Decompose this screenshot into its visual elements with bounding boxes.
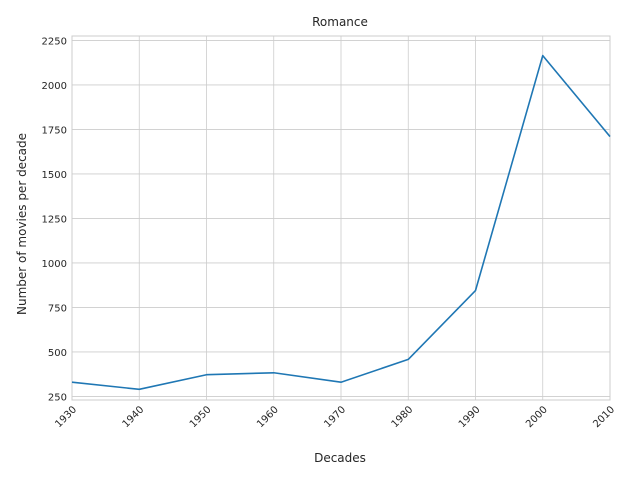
plot-border <box>71 35 611 401</box>
x-tick-label: 1960 <box>255 404 281 430</box>
y-tick-label: 2000 <box>42 81 67 92</box>
y-axis-ticks: 250 500 750 1000 1250 1500 1750 2000 2250 <box>42 36 67 403</box>
series-line <box>71 54 611 391</box>
y-tick-label: 250 <box>48 392 67 403</box>
x-axis-ticks: 1930 1940 1950 1960 1970 1980 1990 2000 2010 <box>53 404 617 430</box>
x-tick-label: 1930 <box>53 404 79 430</box>
y-tick-label: 1000 <box>42 259 67 270</box>
y-tick-label: 1250 <box>42 214 67 225</box>
x-tick-label: 2010 <box>591 404 617 430</box>
y-tick-label: 750 <box>48 303 67 314</box>
plot-frame <box>71 35 611 401</box>
x-axis-label: Decades <box>314 451 366 465</box>
x-tick-label: 1970 <box>322 404 348 430</box>
data-series <box>71 54 611 391</box>
x-tick-label: 1990 <box>457 404 483 430</box>
grid-lines <box>71 36 611 400</box>
x-tick-label: 2000 <box>524 404 550 430</box>
x-tick-label: 1940 <box>121 404 147 430</box>
y-tick-label: 1750 <box>42 125 67 136</box>
y-axis-label: Number of movies per decade <box>15 133 29 315</box>
x-tick-label: 1980 <box>390 404 416 430</box>
y-tick-label: 2250 <box>42 36 67 47</box>
chart-title: Romance <box>312 15 368 29</box>
x-tick-label: 1950 <box>188 404 214 430</box>
y-tick-label: 1500 <box>42 170 67 181</box>
y-tick-label: 500 <box>48 348 67 359</box>
